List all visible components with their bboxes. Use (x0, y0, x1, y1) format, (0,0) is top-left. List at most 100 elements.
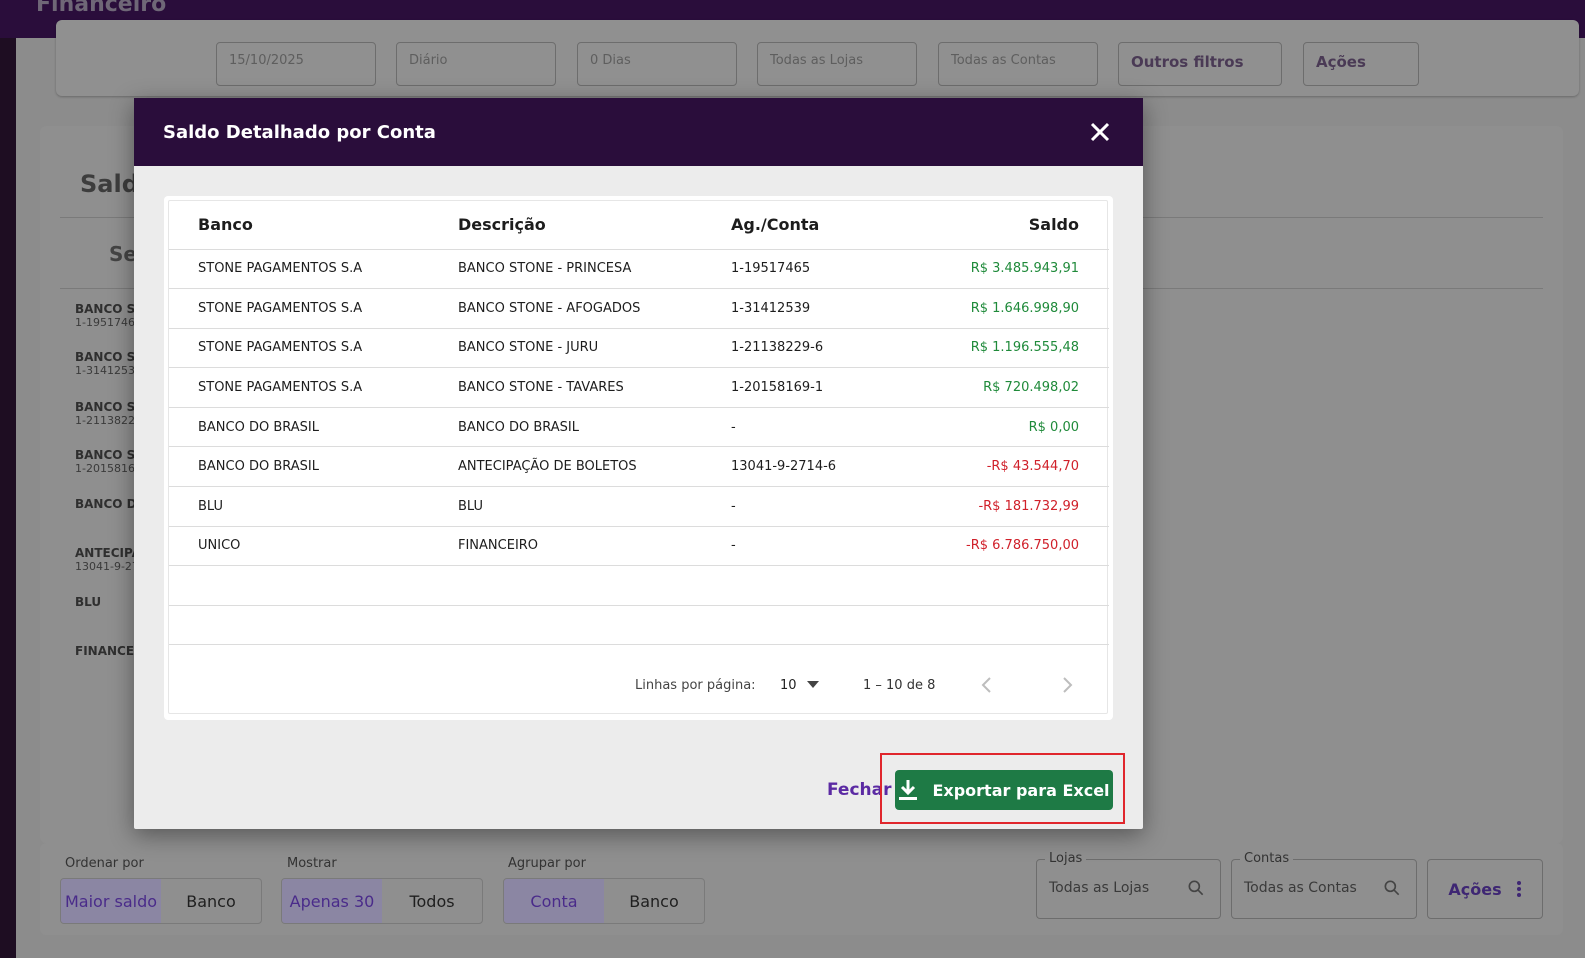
cell-description: BANCO STONE - PRINCESA (458, 249, 731, 290)
app-side-strip (0, 0, 16, 958)
filter-card: 15/10/2025 Diário 0 Dias Todas as Lojas … (56, 20, 1579, 96)
table-card: Banco Descrição Ag./Conta Saldo STONE PA… (164, 196, 1113, 720)
table-row[interactable]: BANCO DO BRASIL ANTECIPAÇÃO DE BOLETOS 1… (169, 446, 1109, 488)
pagination-range: 1 – 10 de 8 (863, 677, 936, 693)
list-item: FINANCEI (75, 644, 135, 658)
actions-button[interactable]: Ações (1427, 859, 1543, 919)
balance-detail-dialog: Saldo Detalhado por Conta Banco Descriçã… (134, 98, 1143, 829)
more-vertical-icon (1516, 881, 1521, 897)
list-item: BANCO ST1-2015816 (75, 448, 135, 475)
cell-bank: BANCO DO BRASIL (169, 407, 458, 448)
show-toggle: Apenas 30 Todos (281, 878, 483, 924)
list-item: BANCO ST1-2113822 (75, 400, 135, 427)
cell-account: - (731, 486, 931, 527)
accounts-search-field[interactable]: Todas as Contas (938, 42, 1098, 86)
order-option-highest-balance[interactable]: Maior saldo (61, 879, 161, 923)
table-pagination: Linhas por página: 10 1 – 10 de 8 (169, 659, 1109, 711)
table-row[interactable]: STONE PAGAMENTOS S.A BANCO STONE - TAVAR… (169, 367, 1109, 408)
export-excel-button[interactable]: Exportar para Excel (895, 770, 1113, 810)
filters-actions-button[interactable]: Ações (1303, 42, 1419, 86)
cell-description: BANCO DO BRASIL (458, 407, 731, 448)
list-item: BLU (75, 595, 102, 609)
accounts-table: Banco Descrição Ag./Conta Saldo STONE PA… (169, 201, 1109, 646)
cell-balance: R$ 1.196.555,48 (931, 328, 1109, 369)
export-excel-label: Exportar para Excel (932, 780, 1110, 800)
table-header-row: Banco Descrição Ag./Conta Saldo (169, 201, 1109, 250)
close-link[interactable]: Fechar (827, 780, 892, 800)
rows-per-page-value: 10 (780, 677, 797, 693)
cell-account: 1-21138229-6 (731, 328, 931, 369)
column-header-description[interactable]: Descrição (458, 201, 731, 250)
rows-per-page-label: Linhas por página: (635, 677, 756, 693)
dialog-title: Saldo Detalhado por Conta (163, 121, 436, 143)
actions-button-label: Ações (1448, 879, 1502, 899)
date-field[interactable]: 15/10/2025 (216, 42, 376, 86)
column-header-balance[interactable]: Saldo (931, 201, 1109, 250)
chevron-left-icon[interactable] (977, 675, 997, 695)
cell-balance: R$ 0,00 (931, 407, 1109, 448)
cell-bank: BANCO DO BRASIL (169, 446, 458, 488)
close-button[interactable] (1086, 118, 1114, 146)
days-select[interactable]: 0 Dias (577, 42, 737, 86)
cell-bank: STONE PAGAMENTOS S.A (169, 288, 458, 329)
cell-balance: R$ 720.498,02 (931, 367, 1109, 408)
dialog-header: Saldo Detalhado por Conta (134, 98, 1143, 166)
cell-account: 1-19517465 (731, 249, 931, 290)
cell-balance: -R$ 181.732,99 (931, 486, 1109, 527)
column-header-account[interactable]: Ag./Conta (731, 201, 931, 250)
download-icon (899, 780, 918, 800)
order-by-label: Ordenar por (65, 856, 144, 871)
cell-bank: STONE PAGAMENTOS S.A (169, 367, 458, 408)
column-header-bank[interactable]: Banco (169, 201, 458, 250)
cell-bank: UNICO (169, 526, 458, 567)
cell-bank: BLU (169, 486, 458, 527)
stores-search-field[interactable]: Todas as Lojas (757, 42, 917, 86)
table-row[interactable]: STONE PAGAMENTOS S.A BANCO STONE - JURU … (169, 328, 1109, 369)
group-by-label: Agrupar por (508, 856, 586, 871)
cell-account: 13041-9-2714-6 (731, 446, 931, 488)
stores-filter-value: Todas as Lojas (1049, 880, 1150, 896)
highlight-outline (880, 753, 1125, 824)
accounts-filter-value: Todas as Contas (1244, 880, 1357, 896)
list-item: BANCO DO (75, 497, 135, 511)
other-filters-button[interactable]: Outros filtros (1118, 42, 1282, 86)
order-option-bank[interactable]: Banco (186, 891, 236, 911)
cell-description: BLU (458, 486, 731, 527)
period-select[interactable]: Diário (396, 42, 556, 86)
cell-description: BANCO STONE - TAVARES (458, 367, 731, 408)
table-row[interactable]: STONE PAGAMENTOS S.A BANCO STONE - PRINC… (169, 249, 1109, 290)
cell-description: BANCO STONE - JURU (458, 328, 731, 369)
empty-table-row (169, 605, 1109, 646)
group-option-account[interactable]: Conta (504, 879, 604, 923)
table-row[interactable]: UNICO FINANCEIRO - -R$ 6.786.750,00 (169, 526, 1109, 567)
accounts-filter-field[interactable]: Contas Todas as Contas (1231, 851, 1417, 919)
cell-balance: -R$ 6.786.750,00 (931, 526, 1109, 567)
accounts-table-container: Banco Descrição Ag./Conta Saldo STONE PA… (168, 200, 1109, 714)
show-option-only-30[interactable]: Apenas 30 (282, 879, 382, 923)
group-by-toggle: Conta Banco (503, 878, 705, 924)
show-option-all[interactable]: Todos (409, 891, 455, 911)
table-row[interactable]: BANCO DO BRASIL BANCO DO BRASIL - R$ 0,0… (169, 407, 1109, 448)
saldo-card-subtitle: Se (109, 242, 137, 266)
empty-table-row (169, 565, 1109, 606)
chevron-right-icon[interactable] (1057, 675, 1077, 695)
search-icon[interactable] (1382, 878, 1402, 898)
stores-filter-field[interactable]: Lojas Todas as Lojas (1036, 851, 1221, 919)
caret-down-icon (806, 681, 819, 688)
cell-bank: STONE PAGAMENTOS S.A (169, 328, 458, 369)
cell-description: BANCO STONE - AFOGADOS (458, 288, 731, 329)
cell-balance: -R$ 43.544,70 (931, 446, 1109, 488)
group-option-bank[interactable]: Banco (629, 891, 679, 911)
table-row[interactable]: STONE PAGAMENTOS S.A BANCO STONE - AFOGA… (169, 288, 1109, 329)
table-row[interactable]: BLU BLU - -R$ 181.732,99 (169, 486, 1109, 527)
cell-account: - (731, 407, 931, 448)
cell-bank: STONE PAGAMENTOS S.A (169, 249, 458, 290)
list-item: BANCO ST1-3141253 (75, 350, 135, 377)
rows-per-page-select[interactable]: 10 (780, 678, 819, 693)
search-icon[interactable] (1186, 878, 1206, 898)
close-icon (1090, 122, 1110, 142)
cell-account: 1-20158169-1 (731, 367, 931, 408)
cell-balance: R$ 3.485.943,91 (931, 249, 1109, 290)
list-item: ANTECIPA 13041-9-27 (75, 546, 135, 573)
cell-description: ANTECIPAÇÃO DE BOLETOS (458, 446, 731, 488)
